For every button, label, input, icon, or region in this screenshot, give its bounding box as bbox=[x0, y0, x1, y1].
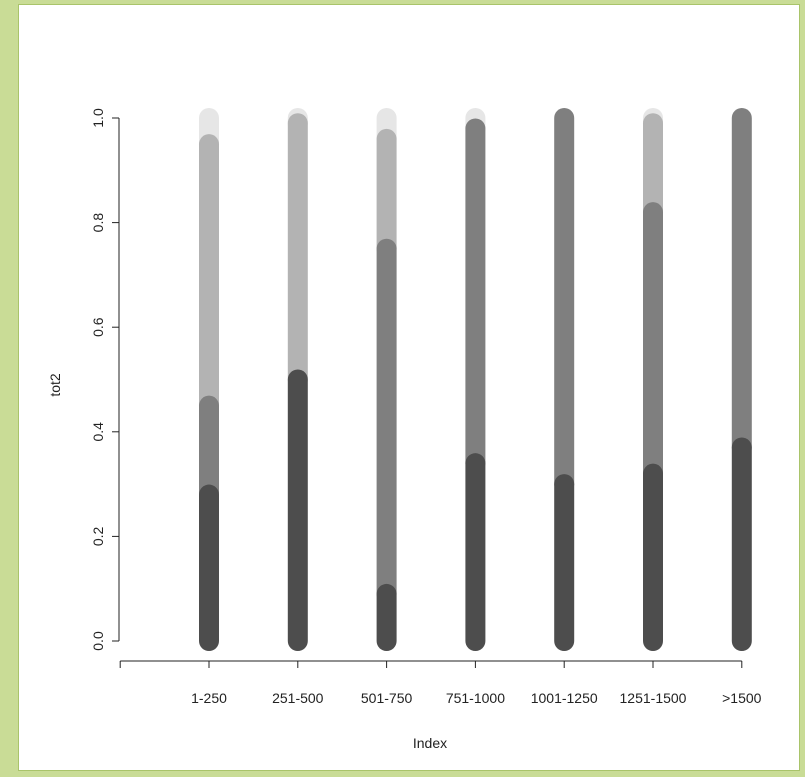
bars-layer bbox=[199, 108, 752, 651]
y-tick-label: 0.8 bbox=[90, 213, 106, 233]
bar-stack-4 bbox=[465, 108, 486, 651]
bar-segment bbox=[731, 108, 752, 458]
bar-segment bbox=[199, 395, 219, 505]
bar-segment bbox=[554, 474, 575, 651]
bar-segment bbox=[554, 108, 575, 495]
y-axis-title: tot2 bbox=[47, 373, 63, 397]
y-tick-label: 0.2 bbox=[90, 526, 106, 546]
bar-stack-3 bbox=[376, 108, 397, 651]
bar-segment bbox=[287, 113, 308, 390]
bar-segment bbox=[465, 453, 486, 651]
y-tick-label: 1.0 bbox=[90, 108, 106, 128]
x-axis: 1-250 251-500 501-750 751-1000 1001-1250 1251… bbox=[119, 660, 762, 706]
y-tick-label: 0.4 bbox=[90, 422, 106, 442]
bar-segment bbox=[643, 202, 663, 484]
bar-segment bbox=[199, 134, 219, 416]
x-tick-label: 751-1000 bbox=[446, 690, 505, 706]
y-tick-label: 0.6 bbox=[90, 317, 106, 337]
bar-segment bbox=[376, 238, 397, 604]
y-axis: 0.0 0.2 0.4 0.6 0.8 1.0 bbox=[90, 108, 120, 651]
bar-stack-1 bbox=[199, 108, 219, 651]
x-tick-label: 1-250 bbox=[191, 690, 227, 706]
bar-segment bbox=[199, 484, 219, 651]
x-tick-label: >1500 bbox=[722, 690, 762, 706]
plot-frame: 0.0 0.2 0.4 0.6 0.8 1.0 1-250 251-500 501-750 75… bbox=[18, 4, 800, 771]
bar-segment bbox=[376, 583, 397, 651]
stacked-bar-chart: 0.0 0.2 0.4 0.6 0.8 1.0 1-250 251-500 501-750 75… bbox=[47, 108, 762, 751]
y-tick-label: 0.0 bbox=[90, 631, 106, 651]
x-tick-label: 501-750 bbox=[361, 690, 413, 706]
bar-stack-5 bbox=[554, 108, 575, 651]
bar-stack-2 bbox=[287, 108, 308, 651]
x-tick-label: 251-500 bbox=[272, 690, 324, 706]
x-axis-title: Index bbox=[413, 735, 447, 751]
x-tick-label: 1001-1250 bbox=[531, 690, 598, 706]
bar-stack-7 bbox=[731, 108, 752, 651]
bar-segment bbox=[287, 369, 308, 651]
bar-segment bbox=[465, 118, 486, 474]
bar-segment bbox=[731, 437, 752, 651]
x-tick-label: 1251-1500 bbox=[620, 690, 687, 706]
bar-segment bbox=[376, 128, 397, 259]
bar-segment bbox=[643, 113, 663, 223]
bar-stack-6 bbox=[643, 108, 663, 651]
bar-segment bbox=[643, 463, 663, 651]
